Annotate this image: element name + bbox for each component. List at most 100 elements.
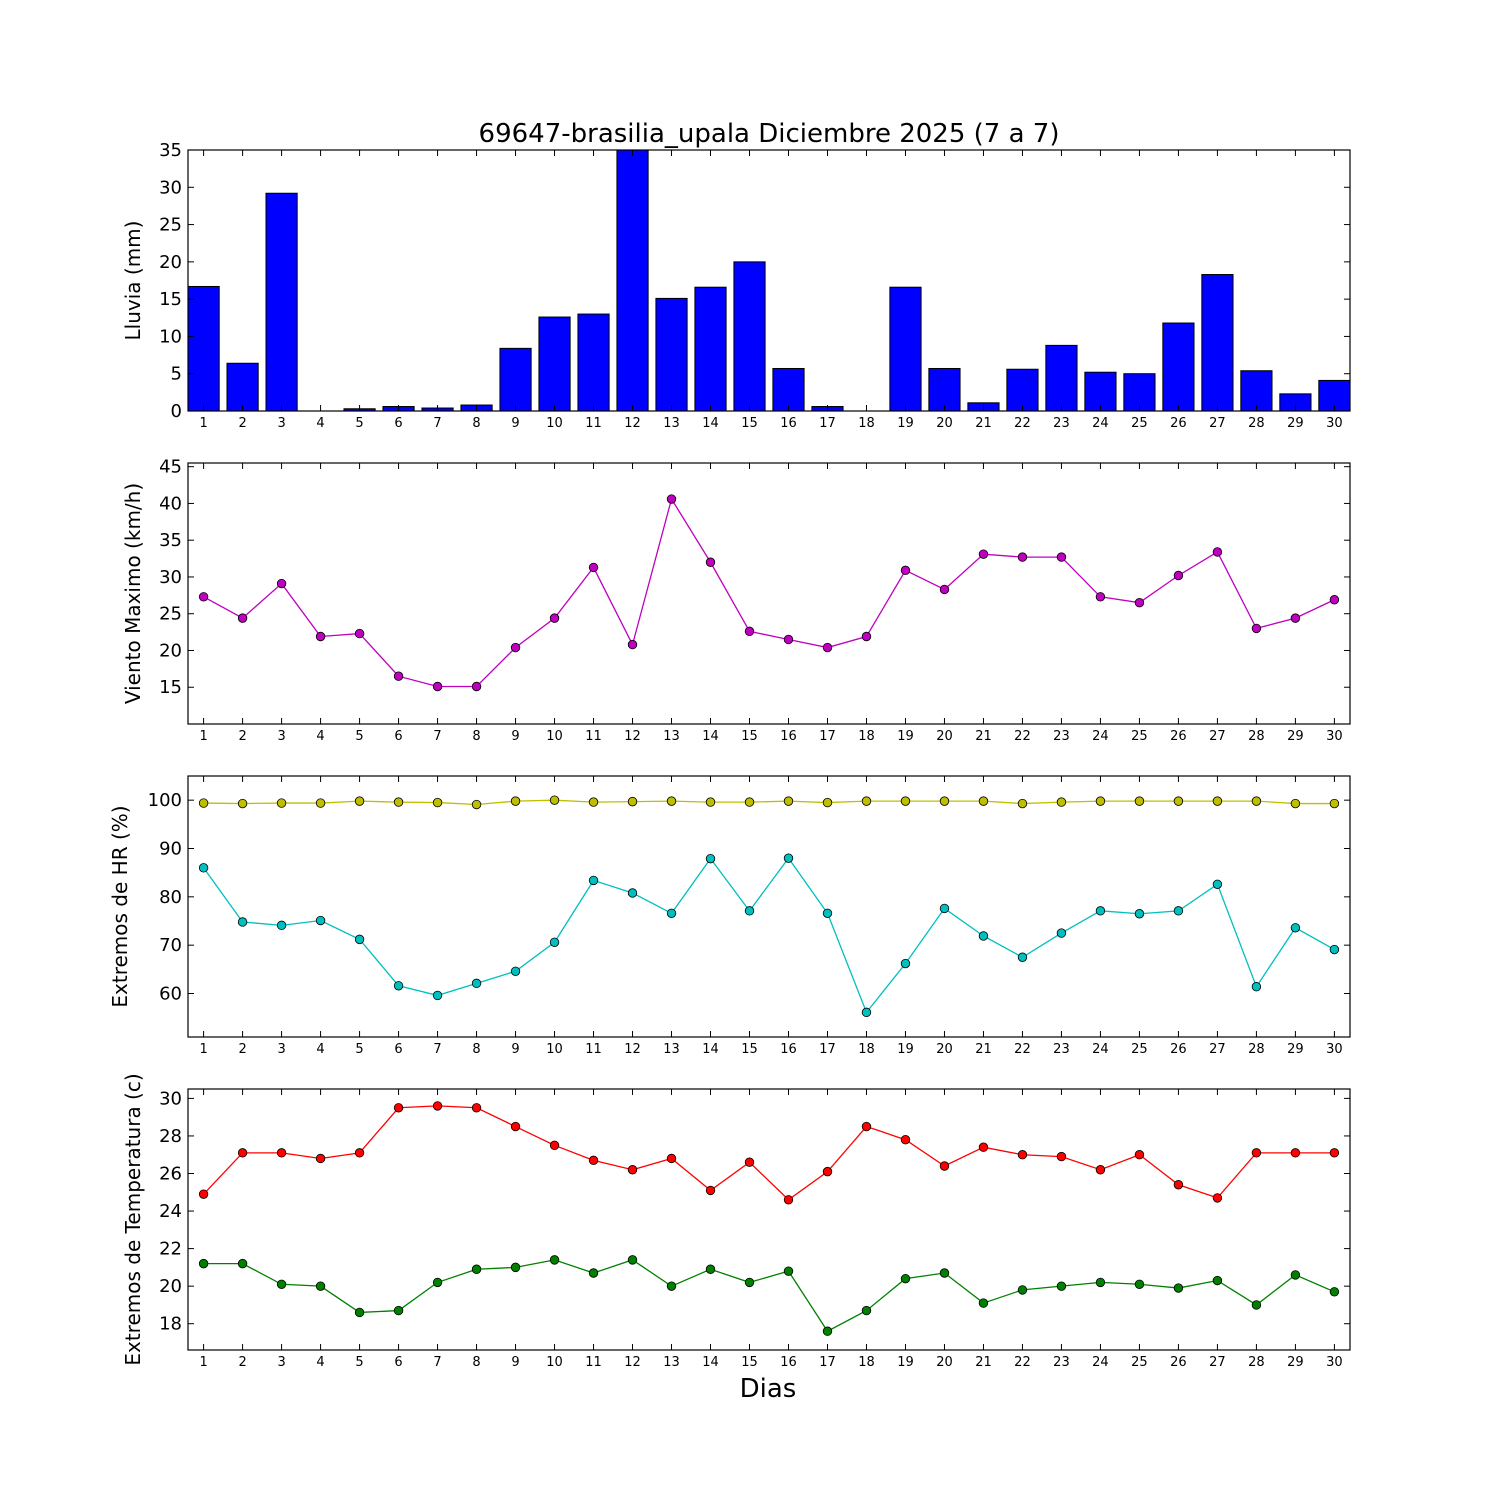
temperature-x-tick-label: 20 bbox=[936, 1355, 953, 1370]
rain-x-tick-label: 8 bbox=[472, 416, 480, 431]
wind-x-tick-label: 28 bbox=[1248, 729, 1265, 744]
temperature-x-tick-label: 27 bbox=[1209, 1355, 1226, 1370]
humidity-data-point bbox=[198, 798, 209, 808]
rain-bar bbox=[1045, 344, 1078, 412]
temperature-x-tick-label: 30 bbox=[1326, 1355, 1343, 1370]
rain-x-tick-label: 12 bbox=[624, 416, 641, 431]
temperature-data-point bbox=[1329, 1148, 1340, 1158]
humidity-data-point bbox=[822, 908, 833, 918]
wind-x-tick-label: 5 bbox=[355, 729, 363, 744]
temperature-y-tick-label: 20 bbox=[159, 1276, 182, 1297]
humidity-data-point bbox=[1212, 879, 1223, 889]
temperature-data-point bbox=[432, 1101, 443, 1111]
wind-x-tick-label: 25 bbox=[1131, 729, 1148, 744]
rain-bar bbox=[187, 285, 220, 412]
wind-y-tick-label: 15 bbox=[159, 677, 182, 698]
temperature-x-tick-label: 4 bbox=[316, 1355, 324, 1370]
temperature-data-point bbox=[939, 1268, 950, 1278]
rain-x-tick-label: 30 bbox=[1326, 416, 1343, 431]
humidity-x-tick-label: 25 bbox=[1131, 1042, 1148, 1057]
temperature-series-line bbox=[203, 1259, 1335, 1333]
wind-x-tick-label: 21 bbox=[975, 729, 992, 744]
humidity-data-point bbox=[900, 958, 911, 969]
temperature-panel: 1 2 3 4 5 6 7 8 9 10 11 12 13 14 15 16 17 18 19 20 21 22 23 24 2… bbox=[121, 1073, 1351, 1370]
temperature-x-tick-label: 6 bbox=[394, 1355, 402, 1370]
temperature-x-tick-label: 10 bbox=[546, 1355, 563, 1370]
temperature-data-point bbox=[1251, 1148, 1262, 1158]
humidity-data-point bbox=[1056, 797, 1067, 807]
wind-x-tick-label: 18 bbox=[858, 729, 875, 744]
humidity-x-tick-label: 4 bbox=[316, 1042, 324, 1057]
humidity-y-tick-label: 90 bbox=[159, 839, 182, 860]
temperature-x-tick-label: 23 bbox=[1053, 1355, 1070, 1370]
temperature-data-point bbox=[705, 1264, 716, 1274]
humidity-x-tick-label: 29 bbox=[1287, 1042, 1304, 1057]
rain-x-tick-label: 13 bbox=[663, 416, 680, 431]
rain-bar bbox=[616, 149, 649, 412]
humidity-data-point bbox=[549, 795, 560, 805]
temperature-data-point bbox=[588, 1155, 599, 1166]
humidity-data-point bbox=[939, 796, 950, 806]
rain-x-tick-label: 27 bbox=[1209, 416, 1226, 431]
wind-x-tick-label: 13 bbox=[663, 729, 680, 744]
temperature-data-point bbox=[978, 1298, 989, 1308]
humidity-data-point bbox=[471, 978, 482, 989]
rain-x-tick-label: 29 bbox=[1287, 416, 1304, 431]
humidity-data-point bbox=[510, 966, 521, 976]
wind-x-tick-label: 1 bbox=[199, 729, 207, 744]
humidity-data-point bbox=[783, 796, 794, 806]
humidity-data-point bbox=[627, 888, 638, 898]
wind-data-point bbox=[432, 681, 443, 692]
rain-x-tick-label: 3 bbox=[277, 416, 285, 431]
rain-x-tick-label: 2 bbox=[238, 416, 246, 431]
humidity-data-point bbox=[315, 915, 326, 926]
rain-x-tick-label: 21 bbox=[975, 416, 992, 431]
humidity-data-point bbox=[705, 797, 716, 807]
temperature-x-tick-label: 21 bbox=[975, 1355, 992, 1370]
wind-x-tick-label: 8 bbox=[472, 729, 480, 744]
humidity-data-point bbox=[1095, 906, 1106, 916]
humidity-panel: 1 2 3 4 5 6 7 8 9 10 11 12 13 14 15 16 17 18 19 20 21 22 23 24 2… bbox=[108, 775, 1351, 1057]
temperature-data-point bbox=[276, 1279, 287, 1289]
humidity-x-tick-label: 19 bbox=[897, 1042, 914, 1057]
humidity-data-point bbox=[1095, 796, 1106, 806]
temperature-x-tick-label: 28 bbox=[1248, 1355, 1265, 1370]
wind-x-tick-label: 14 bbox=[702, 729, 719, 744]
humidity-data-point bbox=[354, 934, 365, 945]
temperature-data-point bbox=[861, 1305, 872, 1316]
wind-data-point bbox=[1251, 623, 1262, 634]
humidity-x-tick-label: 18 bbox=[858, 1042, 875, 1057]
humidity-data-point bbox=[822, 797, 833, 808]
temperature-x-tick-label: 26 bbox=[1170, 1355, 1187, 1370]
wind-x-tick-label: 7 bbox=[433, 729, 441, 744]
wind-data-point bbox=[822, 642, 833, 653]
humidity-data-point bbox=[1017, 798, 1028, 809]
temperature-x-tick-label: 1 bbox=[199, 1355, 207, 1370]
rain-panel: 1 2 3 4 5 6 7 8 9 10 11 12 13 14 15 16 17 18 19 20 21 22 23 24 2… bbox=[121, 140, 1351, 431]
wind-y-tick-label: 20 bbox=[159, 640, 182, 661]
humidity-data-point bbox=[549, 937, 560, 947]
rain-y-tick-label: 25 bbox=[159, 215, 182, 236]
temperature-data-point bbox=[627, 1165, 638, 1175]
rain-bar bbox=[265, 192, 298, 412]
temperature-x-tick-label: 13 bbox=[663, 1355, 680, 1370]
wind-data-point bbox=[1095, 592, 1106, 602]
wind-y-tick-label: 25 bbox=[159, 604, 182, 625]
wind-data-point bbox=[978, 549, 989, 559]
rain-x-tick-label: 15 bbox=[741, 416, 758, 431]
rain-bar bbox=[889, 286, 922, 412]
rain-x-tick-label: 7 bbox=[433, 416, 441, 431]
humidity-data-point bbox=[666, 796, 677, 806]
temperature-y-tick-label: 28 bbox=[159, 1126, 182, 1147]
wind-y-tick-label: 40 bbox=[159, 493, 182, 514]
temperature-data-point bbox=[588, 1268, 599, 1278]
wind-data-point bbox=[744, 626, 755, 637]
rain-bar bbox=[538, 316, 571, 412]
wind-data-point bbox=[549, 613, 560, 623]
wind-data-point bbox=[1212, 547, 1223, 557]
wind-x-tick-label: 29 bbox=[1287, 729, 1304, 744]
temperature-data-point bbox=[354, 1307, 365, 1318]
temperature-data-point bbox=[549, 1140, 560, 1151]
temperature-x-tick-label: 29 bbox=[1287, 1355, 1304, 1370]
